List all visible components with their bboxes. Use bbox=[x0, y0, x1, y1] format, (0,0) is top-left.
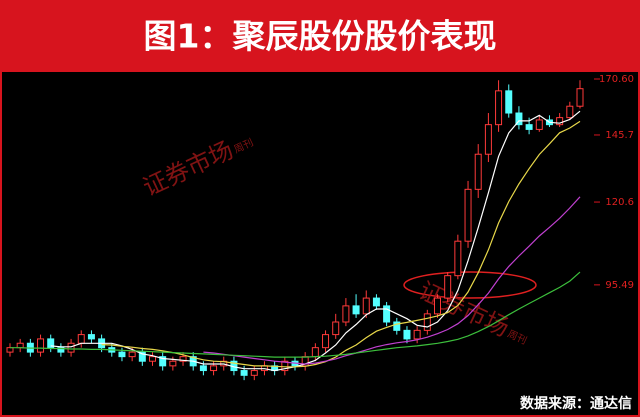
candle-body bbox=[505, 90, 513, 114]
candle-body bbox=[77, 334, 85, 344]
candle-body bbox=[535, 119, 543, 130]
candle-body bbox=[118, 351, 126, 358]
candle-body bbox=[474, 153, 482, 190]
candle-body bbox=[566, 105, 574, 119]
candle-body bbox=[281, 360, 289, 372]
candle-body bbox=[464, 188, 472, 242]
candle-body bbox=[454, 240, 462, 277]
candle-body bbox=[362, 297, 370, 315]
y-tick-label: 120.6 bbox=[605, 197, 634, 208]
candle-body bbox=[322, 334, 330, 349]
candle-body bbox=[240, 370, 248, 376]
plot: 95.49 120.6 145.7 170.60 bbox=[6, 74, 634, 381]
candle-body bbox=[372, 297, 380, 307]
candle-body bbox=[47, 338, 55, 349]
candle-body bbox=[342, 305, 350, 323]
candle-body bbox=[210, 365, 218, 372]
candle-body bbox=[383, 305, 391, 323]
candle-body bbox=[159, 356, 167, 367]
moving-average bbox=[203, 196, 581, 365]
candle-body bbox=[37, 338, 45, 353]
candle-body bbox=[444, 275, 452, 299]
y-tick-label: 145.7 bbox=[605, 130, 634, 141]
candle-body bbox=[250, 370, 258, 376]
candle-body bbox=[16, 342, 24, 349]
candle-body bbox=[576, 88, 584, 107]
candle-body bbox=[393, 321, 401, 331]
candle-body bbox=[352, 305, 360, 315]
candle-body bbox=[199, 365, 207, 372]
candle-body bbox=[87, 334, 95, 340]
candle-body bbox=[556, 117, 564, 126]
candle-body bbox=[332, 321, 340, 336]
moving-average bbox=[101, 120, 581, 368]
candle-body bbox=[434, 297, 441, 315]
candle-body bbox=[525, 124, 533, 130]
candle-body bbox=[179, 356, 187, 362]
highlight-ellipse bbox=[403, 271, 537, 299]
header bbox=[0, 0, 640, 72]
candle-body bbox=[67, 342, 75, 353]
candle-body bbox=[169, 360, 177, 367]
source: 数据来源：通达信 bbox=[520, 395, 632, 412]
y-tick-label: 170.60 bbox=[599, 74, 634, 85]
candle-body bbox=[128, 351, 136, 358]
candle-body bbox=[495, 90, 503, 126]
candle-body bbox=[423, 313, 431, 331]
candle-body bbox=[57, 347, 65, 353]
candle-body bbox=[484, 124, 492, 155]
moving-average bbox=[50, 110, 581, 372]
chart-title: 图1：聚辰股份股价表现 bbox=[144, 17, 497, 56]
candle-body bbox=[138, 351, 146, 362]
moving-average bbox=[10, 271, 581, 358]
candle-body bbox=[413, 329, 421, 340]
candle-body bbox=[403, 329, 411, 340]
y-tick-label: 95.49 bbox=[605, 280, 634, 291]
candle-body bbox=[6, 347, 14, 353]
candle-body bbox=[515, 112, 523, 126]
candle-body bbox=[149, 356, 156, 362]
candle-body bbox=[311, 347, 319, 358]
